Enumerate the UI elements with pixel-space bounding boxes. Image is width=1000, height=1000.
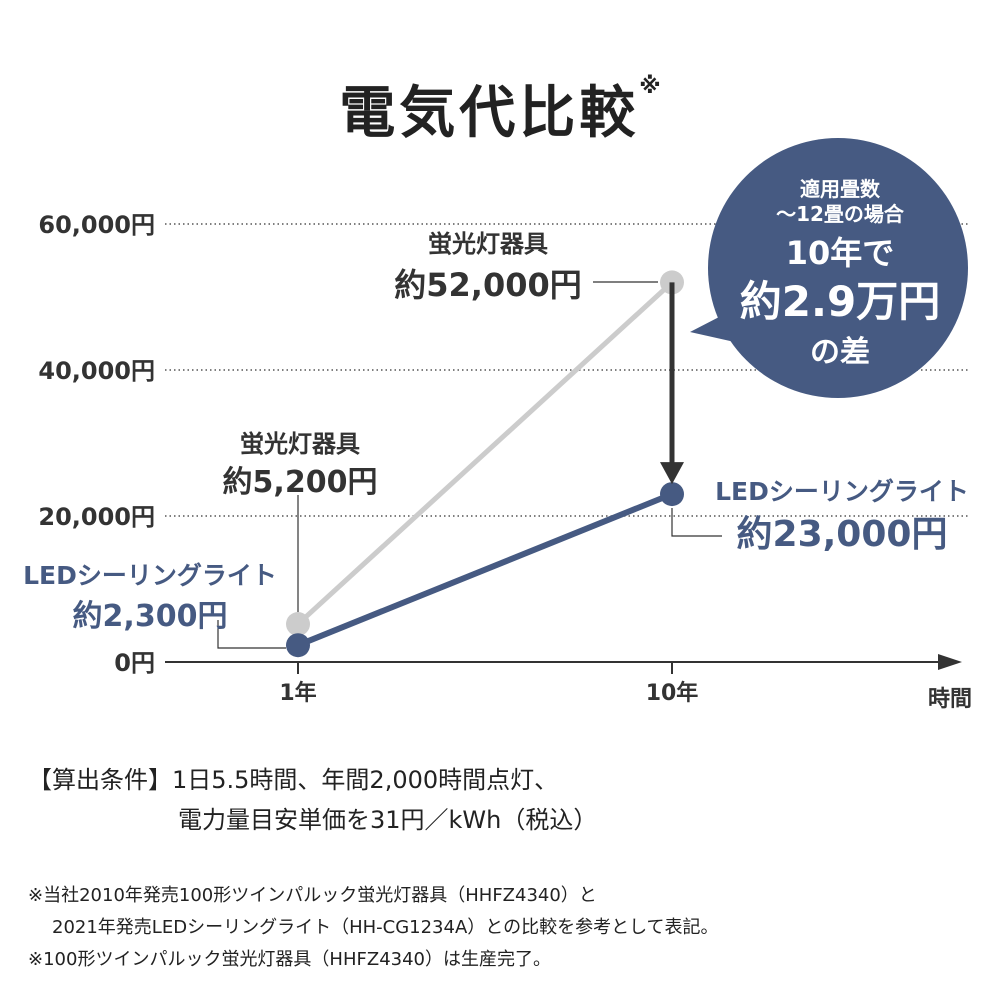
footnotes: ※当社2010年発売100形ツインパルック蛍光灯器具（HHFZ4340）と 20… [28, 880, 719, 976]
label-fl-10-name: 蛍光灯器具 [428, 230, 548, 258]
x-tick-label: 1年 [279, 680, 316, 706]
series-line [296, 280, 674, 626]
bubble-text-3: 10年で [786, 234, 895, 272]
conditions-line-1: 1日5.5時間、年間2,000時間点灯、 [172, 766, 559, 794]
data-point [660, 482, 684, 507]
x-tick-label: 10年 [646, 680, 699, 706]
y-tick-label: 0円 [114, 649, 155, 677]
label-led-10-name: LEDシーリングライト [715, 477, 969, 506]
data-point [286, 612, 310, 637]
series-line [296, 491, 674, 648]
data-point [286, 633, 310, 658]
bubble-text-5: の差 [810, 335, 870, 370]
y-tick-label: 40,000円 [38, 357, 155, 385]
title-text: 電気代比較 [339, 81, 640, 146]
calculation-conditions: 【算出条件】1日5.5時間、年間2,000時間点灯、 電力量目安単価を31円／k… [28, 760, 597, 840]
x-axis-arrow-icon [938, 654, 962, 670]
conditions-label: 【算出条件】 [28, 766, 172, 794]
footnote-1: ※当社2010年発売100形ツインパルック蛍光灯器具（HHFZ4340）と [28, 885, 597, 906]
label-fl-1-name: 蛍光灯器具 [240, 430, 360, 458]
bubble-text-4: 約2.9万円 [740, 277, 940, 326]
title-footnote-mark: ※ [639, 74, 661, 99]
label-led-1-name: LEDシーリングライト [23, 561, 277, 590]
page-title: 電気代比較※ [0, 68, 1000, 149]
footnote-1-cont: 2021年発売LEDシーリングライト（HH-CG1234A）との比較を参考として… [52, 917, 719, 938]
speech-bubble [708, 138, 968, 398]
bubble-text-2: ～12畳の場合 [776, 202, 905, 226]
label-fl-10-value: 約52,000円 [394, 266, 582, 304]
bubble-text-1: 適用畳数 [800, 177, 881, 201]
y-tick-label: 20,000円 [38, 503, 155, 531]
leader-line [671, 508, 722, 537]
label-led-1-value: 約2,300円 [73, 599, 228, 634]
arrow-head-icon [660, 462, 684, 485]
label-fl-1-value: 約5,200円 [223, 465, 378, 500]
y-tick-label: 60,000円 [38, 211, 155, 239]
label-led-10-value: 約23,000円 [737, 514, 948, 555]
leader-line [217, 620, 286, 649]
footnote-2: ※100形ツインパルック蛍光灯器具（HHFZ4340）は生産完了。 [28, 949, 551, 970]
line-chart: 0円 20,000円 40,000円 60,000円 1年 10年 時間 適用畳数～12畳の場… [23, 138, 972, 712]
conditions-line-2: 電力量目安単価を31円／kWh（税込） [178, 806, 598, 834]
x-axis-label: 時間 [928, 687, 972, 712]
